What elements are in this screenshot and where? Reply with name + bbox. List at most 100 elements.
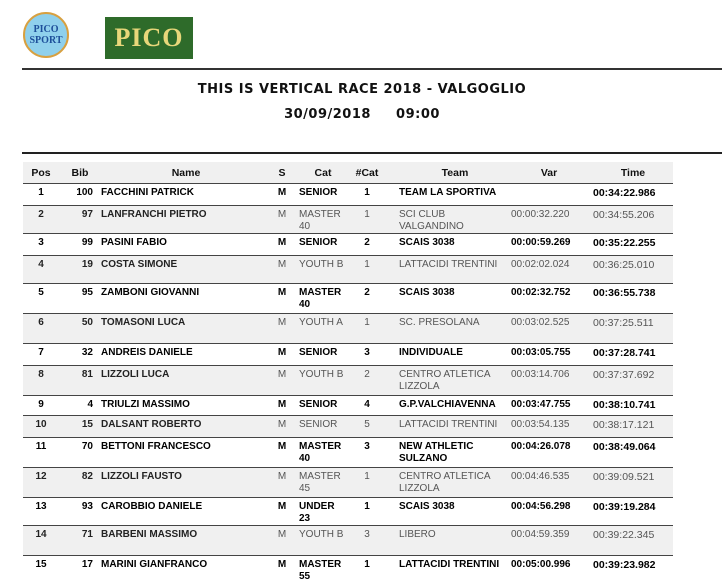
cell-ncat: 1	[347, 555, 387, 586]
col-time: Time	[587, 162, 673, 184]
cell-ncat: 2	[347, 283, 387, 314]
cell-pos: 13	[23, 497, 59, 526]
cell-ncat: 1	[347, 313, 387, 344]
table-row: 1 100 FACCHINI PATRICK M SENIOR 1 TEAM LA SPOR…	[23, 183, 673, 206]
cell-pos: 7	[23, 343, 59, 366]
cell-time: 00:39:22.345	[587, 525, 673, 556]
col-bib: Bib	[59, 162, 101, 184]
divider	[22, 152, 722, 154]
table-row: 13 93 CAROBBIO DANIELE M UNDER 23 1 SCAIS 3038…	[23, 497, 673, 526]
cell-s: M	[271, 415, 293, 438]
table-row: 2 97 LANFRANCHI PIETRO M MASTER 40 1 SCI CLUB …	[23, 205, 673, 234]
col-pos: Pos	[23, 162, 59, 184]
col-name: Name	[101, 162, 271, 184]
cell-cat: MASTER 45	[293, 467, 347, 498]
cell-ncat: 1	[347, 205, 387, 234]
cell-time: 00:39:09.521	[587, 467, 673, 498]
cell-name: TRIULZI MASSIMO	[101, 395, 271, 416]
cell-ncat: 1	[347, 183, 387, 206]
divider	[22, 68, 722, 70]
cell-pos: 8	[23, 365, 59, 396]
cell-bib: 19	[59, 255, 101, 284]
cell-bib: 15	[59, 415, 101, 438]
cell-pos: 2	[23, 205, 59, 234]
table-row: 6 50 TOMASONI LUCA M YOUTH A 1 SC. PRESOLANA 00…	[23, 313, 673, 344]
cell-time: 00:38:49.064	[587, 437, 673, 468]
cell-ncat: 3	[347, 525, 387, 556]
cell-team: CENTRO ATLETICA LIZZOLA	[387, 365, 511, 396]
cell-bib: 82	[59, 467, 101, 498]
cell-var: 00:04:59.359	[511, 525, 587, 556]
cell-pos: 3	[23, 233, 59, 256]
cell-s: M	[271, 437, 293, 468]
table-row: 10 15 DALSANT ROBERTO M SENIOR 5 LATTACIDI TRE…	[23, 415, 673, 438]
cell-time: 00:34:22.986	[587, 183, 673, 206]
pico-logo: PICO	[105, 17, 193, 59]
cell-var: 00:03:14.706	[511, 365, 587, 396]
cell-var: 00:05:00.996	[511, 555, 587, 586]
col-team: Team	[387, 162, 511, 184]
cell-ncat: 3	[347, 343, 387, 366]
cell-bib: 95	[59, 283, 101, 314]
cell-team: LIBERO	[387, 525, 511, 556]
cell-name: ANDREIS DANIELE	[101, 343, 271, 366]
cell-pos: 1	[23, 183, 59, 206]
cell-team: NEW ATHLETIC SULZANO	[387, 437, 511, 468]
cell-time: 00:38:10.741	[587, 395, 673, 416]
cell-time: 00:38:17.121	[587, 415, 673, 438]
cell-cat: MASTER 40	[293, 283, 347, 314]
cell-cat: MASTER 55	[293, 555, 347, 586]
cell-bib: 50	[59, 313, 101, 344]
cell-cat: YOUTH B	[293, 255, 347, 284]
cell-s: M	[271, 525, 293, 556]
table-row: 11 70 BETTONI FRANCESCO M MASTER 40 3 NEW ATHL…	[23, 437, 673, 468]
cell-var: 00:03:05.755	[511, 343, 587, 366]
cell-time: 00:34:55.206	[587, 205, 673, 234]
cell-cat: YOUTH B	[293, 525, 347, 556]
cell-time: 00:37:28.741	[587, 343, 673, 366]
cell-pos: 15	[23, 555, 59, 586]
cell-cat: YOUTH A	[293, 313, 347, 344]
cell-s: M	[271, 205, 293, 234]
cell-var: 00:03:54.135	[511, 415, 587, 438]
cell-team: SCAIS 3038	[387, 283, 511, 314]
cell-name: TOMASONI LUCA	[101, 313, 271, 344]
cell-cat: SENIOR	[293, 343, 347, 366]
cell-time: 00:39:23.982	[587, 555, 673, 586]
cell-s: M	[271, 255, 293, 284]
cell-name: FACCHINI PATRICK	[101, 183, 271, 206]
cell-team: LATTACIDI TRENTINI	[387, 555, 511, 586]
table-row: 3 99 PASINI FABIO M SENIOR 2 SCAIS 3038 00:00:5…	[23, 233, 673, 256]
cell-s: M	[271, 233, 293, 256]
cell-var: 00:04:46.535	[511, 467, 587, 498]
cell-name: MARINI GIANFRANCO	[101, 555, 271, 586]
cell-name: BARBENI MASSIMO	[101, 525, 271, 556]
cell-bib: 97	[59, 205, 101, 234]
cell-bib: 4	[59, 395, 101, 416]
cell-name: DALSANT ROBERTO	[101, 415, 271, 438]
cell-time: 00:39:19.284	[587, 497, 673, 526]
pico-sport-logo: PICO SPORT	[23, 12, 69, 58]
cell-bib: 81	[59, 365, 101, 396]
cell-pos: 9	[23, 395, 59, 416]
table-header: Pos Bib Name S Cat #Cat Team Var Time	[23, 162, 673, 184]
cell-cat: SENIOR	[293, 415, 347, 438]
cell-cat: SENIOR	[293, 183, 347, 206]
cell-pos: 5	[23, 283, 59, 314]
col-sex: S	[271, 162, 293, 184]
cell-ncat: 5	[347, 415, 387, 438]
cell-name: BETTONI FRANCESCO	[101, 437, 271, 468]
cell-pos: 6	[23, 313, 59, 344]
cell-bib: 70	[59, 437, 101, 468]
cell-cat: YOUTH B	[293, 365, 347, 396]
cell-name: LIZZOLI LUCA	[101, 365, 271, 396]
cell-var: 00:02:02.024	[511, 255, 587, 284]
cell-s: M	[271, 395, 293, 416]
col-cat: Cat	[293, 162, 347, 184]
cell-s: M	[271, 183, 293, 206]
cell-ncat: 1	[347, 255, 387, 284]
col-cat-rank: #Cat	[347, 162, 387, 184]
cell-pos: 11	[23, 437, 59, 468]
cell-time: 00:35:22.255	[587, 233, 673, 256]
